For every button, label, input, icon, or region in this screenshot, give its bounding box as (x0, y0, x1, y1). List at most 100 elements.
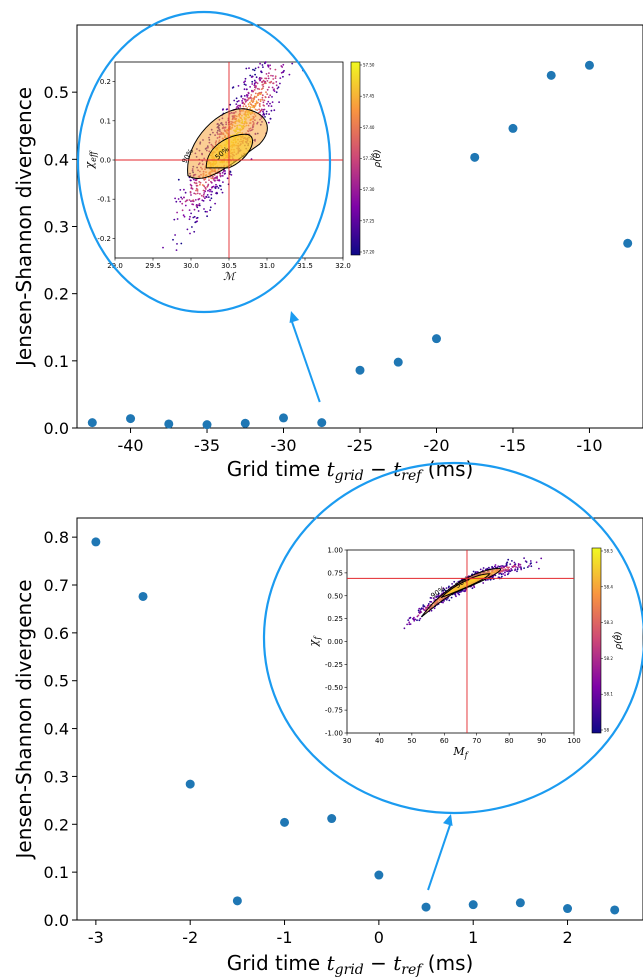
y-tick-label: 0.5 (44, 83, 69, 102)
sample-point (249, 74, 252, 77)
callout-ellipse (76, 10, 332, 314)
x-tick-label: 0 (374, 928, 384, 947)
colorbar-tick-label: 57.35 (363, 156, 375, 161)
sample-point (291, 62, 294, 65)
sample-point (211, 190, 213, 193)
sample-point (243, 83, 246, 86)
sample-point (267, 100, 270, 103)
colorbar-tick-label: 57.20 (363, 250, 375, 255)
data-point (138, 591, 148, 601)
sample-point (219, 175, 222, 178)
sample-point (202, 195, 205, 198)
x-tick-label: -2 (182, 928, 198, 947)
sample-point (254, 108, 257, 111)
sample-point (263, 82, 266, 85)
sample-point (244, 77, 247, 80)
sample-point (430, 609, 433, 612)
sample-point (271, 101, 274, 103)
sample-point (530, 565, 533, 568)
sample-point (184, 191, 187, 194)
sample-point (269, 94, 272, 97)
sample-point (207, 189, 209, 192)
data-point (279, 413, 289, 423)
sample-point (259, 100, 262, 103)
callout-arrow-head (443, 814, 453, 826)
sample-point (430, 601, 433, 603)
sample-point (269, 64, 271, 67)
sample-point (190, 200, 192, 203)
y-tick-label: 0.7 (44, 576, 69, 595)
y-tick-label: 0.0 (44, 911, 69, 930)
sample-point (260, 98, 262, 101)
sample-point (235, 103, 238, 105)
sample-point (188, 199, 191, 201)
sample-point (509, 563, 512, 565)
sample-point (516, 567, 519, 569)
sample-point (216, 185, 219, 188)
data-point (164, 419, 174, 429)
sample-point (479, 568, 482, 571)
sample-point (220, 188, 223, 191)
sample-point (253, 82, 256, 85)
data-point (584, 60, 594, 70)
sample-point (258, 103, 261, 105)
sample-point (243, 88, 246, 91)
sample-point (221, 171, 224, 174)
sample-point (489, 578, 492, 581)
sample-point (255, 100, 258, 103)
sample-point (253, 95, 256, 98)
sample-point (222, 181, 224, 184)
sample-point (229, 171, 232, 173)
sample-point (526, 566, 529, 568)
sample-point (251, 83, 254, 85)
sample-point (205, 195, 208, 198)
sample-point (256, 82, 259, 85)
sample-point (241, 100, 244, 102)
sample-point (484, 568, 487, 571)
sample-point (272, 82, 275, 85)
sample-point (413, 619, 416, 622)
sample-point (202, 193, 205, 196)
sample-point (226, 108, 229, 110)
sample-point (269, 102, 271, 105)
sample-point (514, 563, 517, 565)
sample-point (190, 186, 193, 189)
sample-point (500, 573, 503, 576)
sample-point (245, 100, 248, 102)
sample-point (196, 205, 198, 208)
sample-point (279, 82, 281, 85)
sample-point (231, 87, 234, 89)
sample-point (288, 73, 291, 76)
sample-point (432, 597, 435, 600)
sample-point (189, 215, 191, 218)
sample-point (179, 200, 182, 203)
colorbar-label: ρ(θ̂) (611, 631, 624, 649)
sample-point (262, 112, 265, 115)
sample-point (268, 113, 270, 115)
inset-y-tick-label: 1.00 (327, 547, 343, 555)
sample-point (279, 77, 282, 79)
sample-point (183, 215, 186, 218)
data-point (91, 537, 101, 547)
sample-point (211, 186, 214, 188)
sample-point (442, 601, 444, 604)
sample-point (520, 568, 523, 571)
sample-point (236, 100, 239, 103)
sample-point (271, 86, 274, 89)
sample-point (184, 204, 187, 207)
sample-point (204, 197, 206, 200)
data-point (327, 814, 337, 824)
sample-point (193, 215, 196, 218)
sample-point (229, 103, 232, 106)
sample-point (195, 184, 198, 187)
sample-point (530, 562, 532, 565)
sample-point (540, 557, 543, 560)
sample-point (267, 75, 270, 77)
sample-point (260, 88, 263, 91)
sample-point (243, 81, 245, 84)
sample-point (441, 589, 444, 592)
sample-point (474, 571, 477, 574)
sample-point (173, 218, 176, 221)
axes-frame (76, 517, 643, 921)
sample-point (253, 79, 256, 82)
